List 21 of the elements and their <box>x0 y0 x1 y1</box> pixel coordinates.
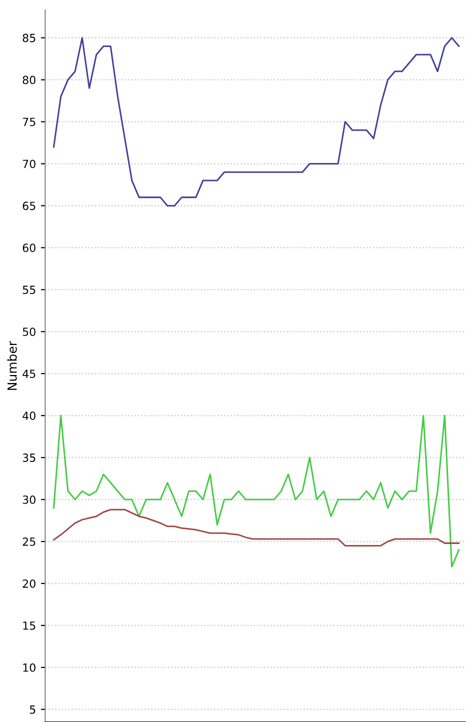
y-tick-label: 10 <box>23 663 36 672</box>
y-tick-label: 30 <box>22 496 36 504</box>
line-series <box>52 414 460 568</box>
y-tick-label: 60 <box>22 244 36 252</box>
y-tick-label: 70 <box>22 160 36 168</box>
y-tick-label: 65 <box>22 202 36 210</box>
y-tick-label: 40 <box>22 412 36 420</box>
y-tick-label: 85 <box>22 34 36 42</box>
line-series <box>52 37 460 206</box>
y-tick-label: 45 <box>22 370 36 378</box>
y-tick-label: 25 <box>22 537 36 546</box>
y-tick-label: 15 <box>23 622 36 630</box>
y-tick-label: 50 <box>22 328 36 336</box>
y-tick-label: 75 <box>22 118 36 126</box>
line-series <box>52 508 460 546</box>
y-tick-label: 55 <box>22 286 36 294</box>
y-axis-title: Number <box>7 340 17 390</box>
y-tick-label: 80 <box>22 76 36 84</box>
y-tick-label: 35 <box>22 454 36 462</box>
y-tick-label: 5 <box>30 706 36 714</box>
y-tick-label: 20 <box>22 579 36 588</box>
